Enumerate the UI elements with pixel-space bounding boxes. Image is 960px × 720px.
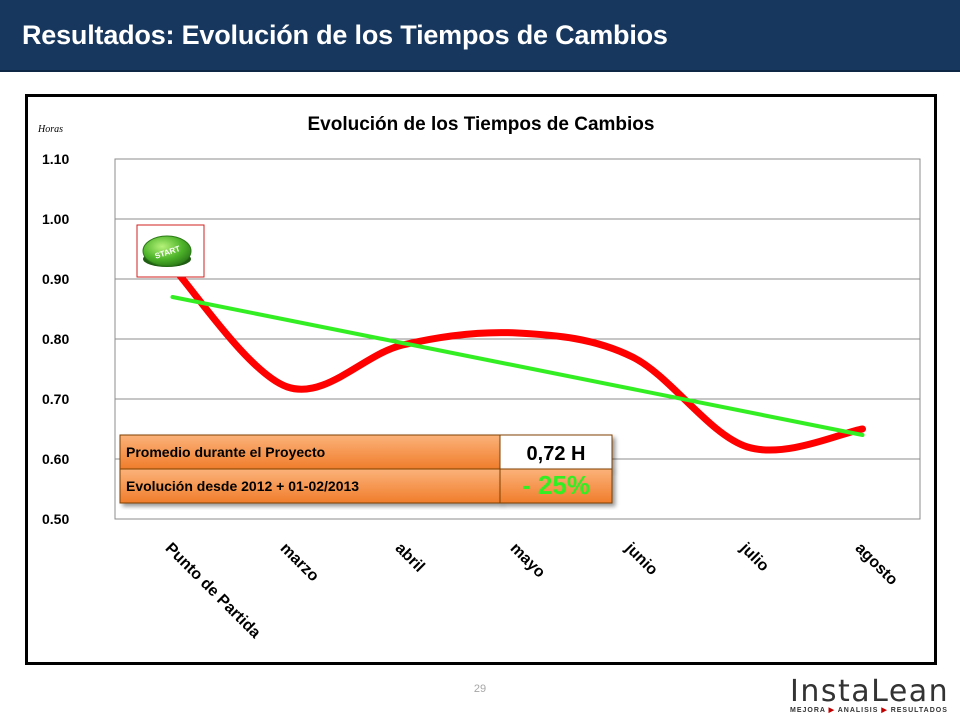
plot-area-border — [114, 158, 921, 520]
y-axis-label: Horas — [37, 124, 63, 135]
table-row-value: - 25% — [522, 470, 590, 500]
chart-frame: Evolución de los Tiempos de Cambios Hora… — [25, 94, 937, 665]
page-number: 29 — [473, 683, 487, 695]
start-button-icon — [142, 235, 192, 267]
line-chart: Evolución de los Tiempos de Cambios Hora… — [37, 114, 921, 642]
x-tick-label: junio — [621, 539, 661, 579]
table-row-label: Evolución desde 2012 + 01-02/2013 — [126, 478, 359, 494]
table-label-cell — [119, 468, 501, 504]
logo-tagline: MEJORA ▶ ANALISIS ▶ RESULTADOS — [790, 706, 955, 714]
logo-wordmark: InstaLean — [790, 674, 950, 709]
x-tick-label: marzo — [277, 540, 323, 586]
x-tick-label: julio — [736, 539, 772, 575]
y-tick-label: 0.90 — [42, 271, 69, 287]
x-tick-labels: Punto de Partida marzo abril mayo junio julio… — [162, 539, 901, 642]
y-tick-labels: 0.50 0.60 0.70 0.80 0.90 1.00 1.10 — [42, 151, 69, 527]
header-bar: Resultados: Evolución de los Tiempos de … — [0, 0, 960, 72]
tagline-arrow-icon: ▶ — [881, 707, 888, 714]
tagline-arrow-icon: ▶ — [828, 707, 836, 714]
y-tick-label: 1.10 — [42, 151, 69, 167]
x-tick-label: abril — [392, 540, 428, 576]
table-row-label: Promedio durante el Proyecto — [126, 444, 325, 460]
x-tick-label: Punto de Partida — [162, 540, 264, 642]
table-value-cell — [499, 468, 613, 504]
series-line — [169, 263, 866, 454]
grid-lines — [114, 158, 921, 520]
summary-table: Promedio durante el Proyecto 0,72 H Evoluc… — [119, 434, 613, 504]
series-lines — [169, 263, 866, 454]
table-value-cell — [499, 434, 613, 470]
table-label-cell — [119, 434, 501, 470]
chart-title: Evolución de los Tiempos de Cambios — [307, 114, 654, 135]
tagline-word: ANALISIS — [837, 707, 879, 714]
x-tick-label: mayo — [507, 540, 549, 582]
tagline-word: MEJORA — [790, 707, 826, 714]
y-tick-label: 0.80 — [42, 331, 69, 347]
y-tick-label: 0.50 — [42, 511, 69, 527]
y-tick-label: 0.70 — [42, 391, 69, 407]
start-button-annotation: START — [136, 224, 205, 278]
x-tick-label: agosto — [852, 540, 901, 589]
trendline — [170, 295, 865, 437]
slide-title: Resultados: Evolución de los Tiempos de … — [22, 20, 668, 50]
y-tick-label: 1.00 — [42, 211, 69, 227]
table-row-value: 0,72 H — [527, 443, 586, 465]
instalean-logo: InstaLean MEJORA ▶ ANALISIS ▶ RESULTADOS — [790, 676, 955, 716]
tagline-word: RESULTADOS — [890, 707, 948, 714]
y-tick-label: 0.60 — [42, 451, 69, 467]
